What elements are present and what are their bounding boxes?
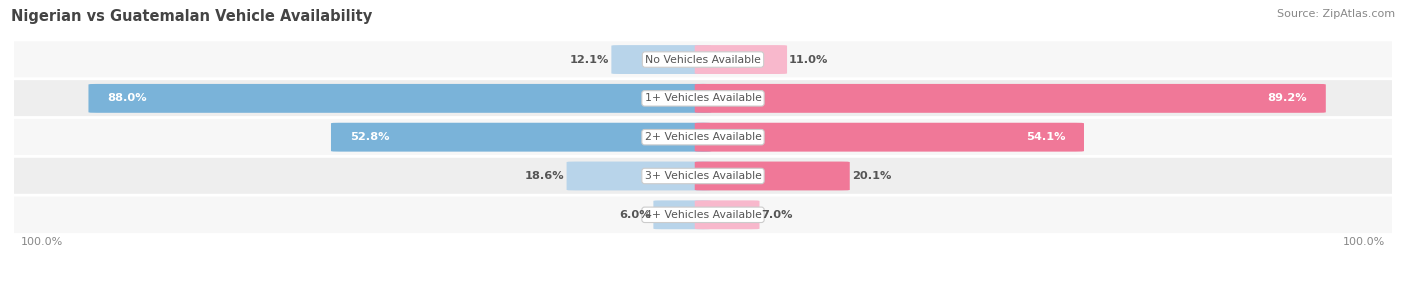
FancyBboxPatch shape: [695, 123, 1084, 152]
Text: 2+ Vehicles Available: 2+ Vehicles Available: [644, 132, 762, 142]
Text: 6.0%: 6.0%: [620, 210, 651, 220]
Text: 11.0%: 11.0%: [789, 55, 828, 65]
Text: 20.1%: 20.1%: [852, 171, 891, 181]
FancyBboxPatch shape: [89, 84, 711, 113]
Text: 1+ Vehicles Available: 1+ Vehicles Available: [644, 93, 762, 103]
Text: Source: ZipAtlas.com: Source: ZipAtlas.com: [1277, 9, 1395, 19]
Text: 12.1%: 12.1%: [569, 55, 609, 65]
FancyBboxPatch shape: [11, 156, 1395, 196]
FancyBboxPatch shape: [567, 162, 711, 190]
Text: No Vehicles Available: No Vehicles Available: [645, 55, 761, 65]
Text: 100.0%: 100.0%: [21, 237, 63, 247]
FancyBboxPatch shape: [695, 200, 759, 229]
Text: 88.0%: 88.0%: [107, 93, 146, 103]
FancyBboxPatch shape: [11, 118, 1395, 157]
Text: 52.8%: 52.8%: [350, 132, 389, 142]
FancyBboxPatch shape: [654, 200, 711, 229]
Text: 7.0%: 7.0%: [762, 210, 793, 220]
Text: 54.1%: 54.1%: [1026, 132, 1066, 142]
Text: Nigerian vs Guatemalan Vehicle Availability: Nigerian vs Guatemalan Vehicle Availabil…: [11, 9, 373, 23]
FancyBboxPatch shape: [695, 84, 1326, 113]
FancyBboxPatch shape: [11, 195, 1395, 235]
Text: 4+ Vehicles Available: 4+ Vehicles Available: [644, 210, 762, 220]
FancyBboxPatch shape: [11, 40, 1395, 79]
Text: 100.0%: 100.0%: [1343, 237, 1385, 247]
FancyBboxPatch shape: [695, 162, 849, 190]
Text: 18.6%: 18.6%: [524, 171, 565, 181]
FancyBboxPatch shape: [330, 123, 711, 152]
FancyBboxPatch shape: [612, 45, 711, 74]
Text: 89.2%: 89.2%: [1268, 93, 1308, 103]
FancyBboxPatch shape: [11, 79, 1395, 118]
FancyBboxPatch shape: [695, 45, 787, 74]
Text: 3+ Vehicles Available: 3+ Vehicles Available: [644, 171, 762, 181]
